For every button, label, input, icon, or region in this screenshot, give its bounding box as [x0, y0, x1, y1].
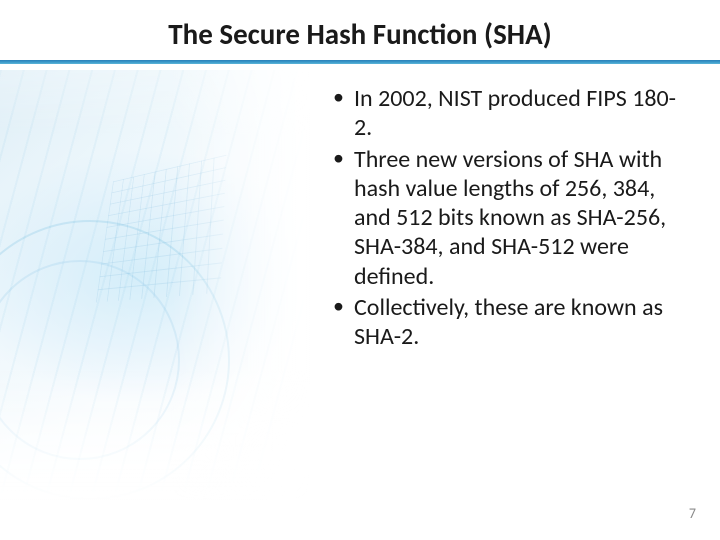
bullet-item: In 2002, NIST produced FIPS 180-2. [330, 84, 690, 143]
bullet-item: Three new versions of SHA with hash valu… [330, 145, 690, 291]
decorative-background [0, 70, 310, 500]
slide-title: The Secure Hash Function (SHA) [0, 16, 720, 60]
bullet-item: Collectively, these are known as SHA-2. [330, 293, 690, 352]
page-number: 7 [689, 505, 696, 522]
title-underline-rule [0, 60, 720, 64]
bullet-list: In 2002, NIST produced FIPS 180-2. Three… [330, 84, 690, 351]
slide-header: The Secure Hash Function (SHA) [0, 0, 720, 64]
slide-body: In 2002, NIST produced FIPS 180-2. Three… [330, 84, 690, 353]
